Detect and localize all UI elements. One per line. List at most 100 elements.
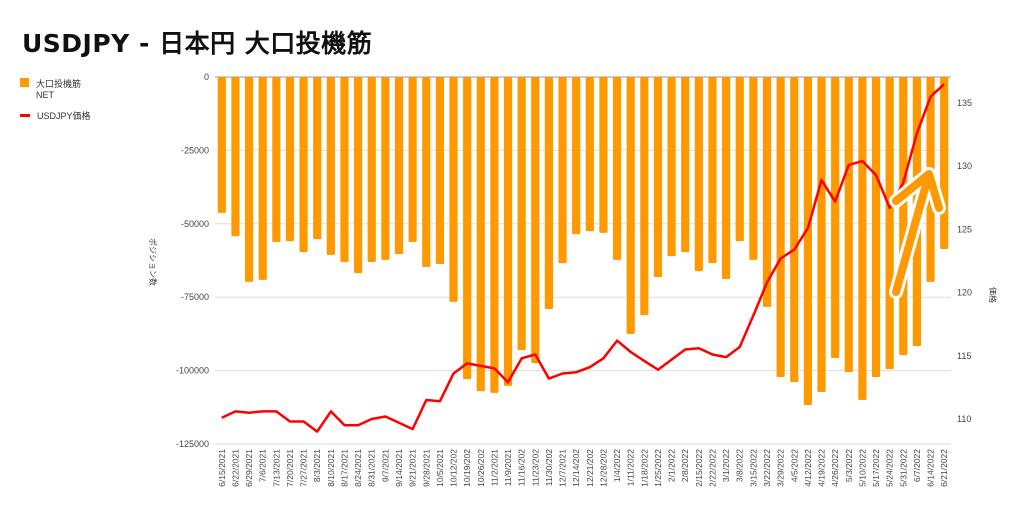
bar [817,77,826,393]
y2-axis-title: 価格 [988,287,998,303]
x-tick-label: 4/5/2022 [789,449,799,482]
bar [762,77,772,307]
bar [803,77,812,405]
bar [476,77,485,392]
x-tick-label: 12/28/202 [598,449,608,487]
y2-tick-label: 130 [957,161,972,171]
x-tick-label: 6/15/2021 [217,449,227,487]
bar [463,77,472,380]
bar [790,77,799,383]
x-tick-label: 7/20/2021 [285,449,295,487]
x-tick-label: 5/10/2022 [857,449,867,487]
legend-bar-label-2: NET [36,90,54,100]
x-tick-label: 8/3/2021 [312,449,322,482]
chart-title: USDJPY - 日本円 大口投機筋 [22,29,373,58]
bar [681,77,690,252]
y-tick-label: -100000 [176,366,209,376]
y2-tick-label: 110 [957,414,971,424]
legend-line-label: USDJPY価格 [37,111,91,121]
bar [858,77,867,400]
bar [435,77,444,265]
x-tick-label: 7/6/2021 [258,449,268,482]
bar [708,77,717,264]
x-tick-label: 1/4/2022 [612,449,622,482]
bar [544,77,554,309]
x-tick-label: 4/19/2022 [817,449,827,487]
bar [517,77,526,351]
x-tick-label: 5/31/2022 [898,449,908,487]
x-tick-label: 7/13/2021 [271,449,281,487]
bar [940,77,949,250]
y-tick-label: -75000 [181,292,209,302]
bar [381,77,390,260]
bar [367,77,376,262]
x-tick-label: 10/5/2021 [435,449,445,487]
x-tick-label: 9/14/2021 [394,449,404,487]
bar [340,77,349,262]
x-tick-label: 8/10/2021 [326,449,336,487]
bar [408,77,417,243]
bar [667,77,676,257]
x-tick-label: 6/29/2021 [244,449,254,487]
bar [653,77,663,277]
legend-item-bars: 大口投機筋 NET [20,77,81,100]
bar [735,77,744,242]
bar [299,77,308,252]
y-tick-label: 0 [204,72,209,82]
x-tick-label: 8/31/2021 [367,449,377,487]
x-tick-label: 9/28/2021 [421,449,431,487]
bar [599,77,608,233]
x-tick-label: 5/3/2022 [844,449,854,482]
x-tick-label: 1/18/2022 [639,449,649,487]
x-tick-label: 5/24/2022 [885,449,895,487]
x-tick-label: 3/29/2022 [776,449,786,487]
legend-bar-swatch-icon [20,78,29,87]
bar [871,77,881,378]
x-tick-label: 3/1/2022 [721,449,731,482]
x-tick-label: 12/7/2021 [558,449,568,487]
bar [449,77,458,302]
x-tick-label: 3/15/2022 [748,449,758,487]
bar [572,77,581,235]
x-tick-label: 12/21/202 [585,449,595,487]
x-tick-label: 8/24/2021 [353,449,363,487]
y2-tick-label: 135 [957,98,972,108]
x-tick-label: 11/30/202 [544,449,554,486]
up-arrow-annotation [889,167,946,299]
y-tick-label: -25000 [181,145,209,155]
legend-line-swatch-icon [20,114,30,117]
bar [503,77,513,386]
x-tick-label: 9/21/2021 [408,449,418,487]
x-tick-label: 2/15/2022 [694,449,704,487]
x-tick-label: 1/25/2022 [653,449,663,487]
bar [694,77,703,272]
bar [585,77,594,232]
bar [313,77,322,240]
bar [231,77,240,237]
y2-tick-label: 120 [957,288,972,298]
x-tick-label: 2/1/2022 [667,449,677,482]
legend-item-line: USDJPY価格 [20,109,91,122]
bar [626,77,635,334]
x-tick-label: 11/16/202 [517,449,527,486]
bar [844,77,853,373]
x-tick-label: 10/26/202 [476,449,486,487]
bar [326,77,335,255]
x-tick-label: 6/14/2022 [926,449,936,487]
y2-tick-label: 115 [957,351,971,361]
bar [531,77,540,363]
bar [722,77,731,279]
x-tick-label: 9/7/2021 [380,449,390,482]
bar [285,77,295,242]
bar [612,77,622,260]
bar [258,77,267,280]
bar [217,77,226,213]
bar [749,77,758,260]
bar [776,77,785,378]
bar [422,77,431,267]
price-line [221,83,946,433]
bar [885,77,894,370]
y-tick-label: -125000 [176,439,209,449]
x-tick-label: 11/9/2021 [503,449,513,486]
